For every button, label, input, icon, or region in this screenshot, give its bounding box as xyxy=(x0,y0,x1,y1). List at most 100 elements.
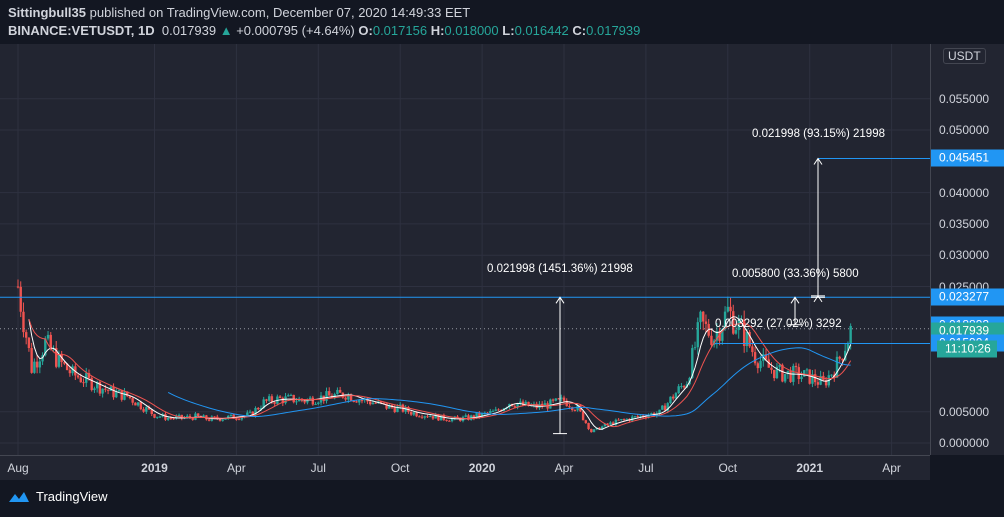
x-tick-label: Jul xyxy=(638,461,654,475)
y-tick-label: 0.055000 xyxy=(939,91,990,106)
candle-body xyxy=(287,395,290,397)
candle-body xyxy=(450,418,454,422)
price-label: 0.045451 xyxy=(931,149,1004,167)
candle-body xyxy=(835,356,839,378)
published-info: published on TradingView.com, December 0… xyxy=(89,5,471,20)
candle-body xyxy=(409,411,413,415)
candle-body xyxy=(191,417,194,420)
candle-body xyxy=(609,422,612,425)
candle-body xyxy=(267,396,271,401)
candle-body xyxy=(308,397,312,400)
candle-body xyxy=(789,370,792,382)
candle-body xyxy=(19,286,22,312)
candle-body xyxy=(429,416,432,418)
moving-average-line xyxy=(28,318,852,428)
candle-body xyxy=(164,414,167,420)
candle-body xyxy=(98,381,102,394)
tradingview-logo[interactable]: TradingView xyxy=(8,489,108,504)
measure-label: 0.005800 (33.36%) 5800 xyxy=(732,268,859,280)
candle-body xyxy=(415,412,418,417)
candle-body xyxy=(420,416,424,418)
candle-body xyxy=(445,419,448,421)
candle-body xyxy=(336,389,339,395)
bar-countdown: 11:10:26 xyxy=(937,340,997,358)
price-axis[interactable]: USDT 0.000000 0.005000 0.050000 0.055000 0.0… xyxy=(931,44,1004,455)
moving-average-line xyxy=(28,316,852,430)
candle-body xyxy=(584,420,588,423)
y-tick-label: 0.035000 xyxy=(939,216,990,231)
candle-body xyxy=(57,353,61,367)
candle-body xyxy=(196,413,200,417)
candle-body xyxy=(379,401,383,403)
candle-body xyxy=(82,382,85,384)
candle-body xyxy=(704,321,708,324)
candle-body xyxy=(194,413,197,420)
candle-body xyxy=(467,415,470,420)
candle-body xyxy=(139,402,143,410)
candle-body xyxy=(221,419,224,421)
candle-body xyxy=(349,394,353,401)
candle-body xyxy=(543,403,547,407)
candle-body xyxy=(838,356,841,359)
candle-body xyxy=(38,361,42,368)
candle-body xyxy=(240,417,244,420)
candle-body xyxy=(622,419,626,421)
candle-body xyxy=(568,406,571,408)
candle-body xyxy=(136,402,140,406)
low-value: 0.016442 xyxy=(514,23,569,38)
candle-body xyxy=(570,407,574,410)
candle-body xyxy=(846,343,850,351)
close-value: 0.017939 xyxy=(586,23,641,38)
chart-plot-area[interactable]: 0.021998 (1451.36%) 21998 0.003292 (27.02… xyxy=(0,44,931,455)
candle-body xyxy=(527,401,530,407)
candle-body xyxy=(680,386,683,388)
candle-body xyxy=(358,400,361,403)
measure-label: 0.021998 (1451.36%) 21998 xyxy=(487,263,633,275)
candle-body xyxy=(494,409,497,411)
candle-body xyxy=(726,306,729,312)
candle-body xyxy=(691,348,694,378)
open-value: 0.017156 xyxy=(372,23,428,38)
currency-label: USDT xyxy=(943,48,986,64)
candle-body xyxy=(142,409,145,412)
candle-body xyxy=(513,406,517,408)
candle-body xyxy=(748,332,751,347)
candle-body xyxy=(617,419,620,421)
candle-body xyxy=(90,377,93,391)
candle-body xyxy=(677,386,680,394)
candle-body xyxy=(710,335,713,345)
x-tick-label: Aug xyxy=(7,461,29,475)
candle-body xyxy=(314,403,317,405)
candle-body xyxy=(347,394,350,400)
candle-body xyxy=(661,405,664,410)
candle-body xyxy=(753,352,757,364)
x-tick-label: Oct xyxy=(390,461,410,475)
candle-body xyxy=(79,377,82,383)
candle-body xyxy=(524,401,527,406)
high-label: H: xyxy=(430,23,445,38)
x-tick-label: 2020 xyxy=(468,461,496,475)
candle-body xyxy=(292,394,295,403)
candle-body xyxy=(603,423,607,427)
time-axis[interactable]: Aug 2019 Apr Jul Oct 2020 Apr Jul Oct 2021 Apr xyxy=(0,455,930,480)
candle-body xyxy=(551,399,555,401)
candle-body xyxy=(732,311,735,334)
candle-body xyxy=(849,325,852,344)
candle-body xyxy=(778,364,781,367)
candle-body xyxy=(24,332,28,338)
candle-body xyxy=(22,311,25,333)
candle-body xyxy=(65,363,69,371)
open-label: O: xyxy=(358,23,373,38)
brand-name: TradingView xyxy=(36,489,108,504)
candle-body xyxy=(614,419,618,425)
candle-body xyxy=(816,382,820,385)
candle-body xyxy=(805,369,809,371)
candle-body xyxy=(49,334,52,350)
candle-body xyxy=(808,369,811,384)
candle-body xyxy=(30,348,33,373)
candle-body xyxy=(764,354,768,360)
candle-body xyxy=(639,415,642,417)
candle-body xyxy=(669,396,672,404)
symbol: BINANCE:VETUSDT, 1D xyxy=(8,23,155,38)
x-tick-label: Apr xyxy=(554,461,574,475)
